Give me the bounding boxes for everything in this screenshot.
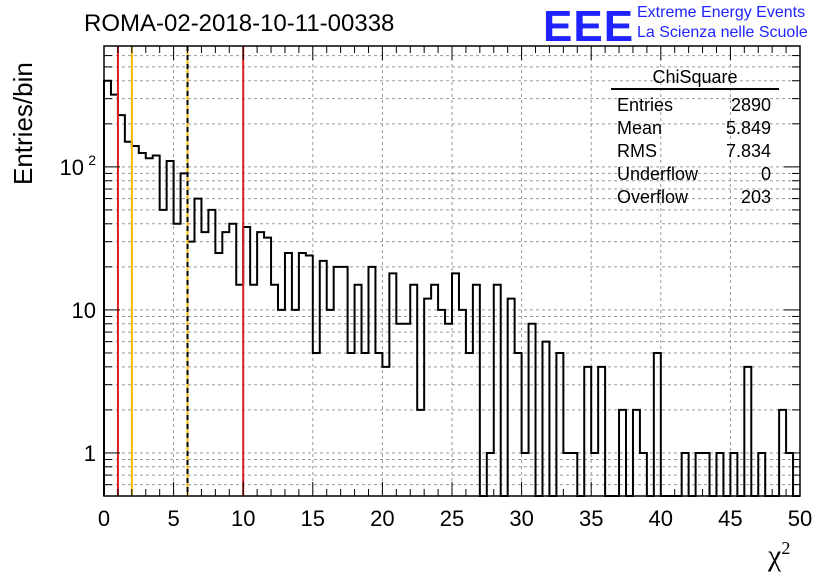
axis-ticks (103, 45, 801, 497)
x-tick-label: 25 (440, 506, 464, 531)
stats-value: 5.849 (725, 118, 771, 138)
stats-value: 203 (740, 187, 771, 207)
stats-box: ChiSquare Entries 2890 Mean 5.849 RMS 7.… (609, 66, 779, 209)
stats-row-underflow: Underflow 0 (609, 163, 779, 186)
x-tick-label: 15 (301, 506, 325, 531)
stats-label: Underflow (617, 164, 699, 184)
y-tick-label: 10 (60, 155, 84, 180)
y-tick-label: 1 (84, 441, 96, 466)
y-tick-label: 10 (72, 298, 96, 323)
x-tick-label: 40 (649, 506, 673, 531)
x-axis-label: χ2 (768, 538, 790, 573)
x-axis-label-sup: 2 (781, 538, 791, 558)
logo-caption-1: Extreme Energy Events (637, 4, 806, 21)
x-tick-label: 5 (167, 506, 179, 531)
stats-row-mean: Mean 5.849 (609, 117, 779, 140)
stats-label: Entries (617, 95, 674, 115)
stats-label: Overflow (617, 187, 689, 207)
stats-row-rms: RMS 7.834 (609, 140, 779, 163)
x-tick-label: 0 (98, 506, 110, 531)
stats-row-overflow: Overflow 203 (609, 186, 779, 209)
x-tick-label: 20 (370, 506, 394, 531)
chart-title: ROMA-02-2018-10-11-00338 (84, 10, 395, 37)
stats-label: RMS (617, 141, 657, 161)
threshold-lines (116, 46, 245, 496)
y-axis-label: Entries/bin (8, 62, 38, 185)
x-tick-label: 45 (718, 506, 742, 531)
stats-label: Mean (617, 118, 663, 138)
x-tick-label: 50 (788, 506, 812, 531)
stats-value: 0 (760, 164, 771, 184)
x-tick-label: 30 (509, 506, 533, 531)
y-tick-label-sup: 2 (88, 152, 96, 168)
stats-value: 7.834 (725, 141, 771, 161)
stats-title: ChiSquare (611, 66, 779, 90)
eee-logo: EEE (543, 2, 635, 51)
stats-row-entries: Entries 2890 (609, 94, 779, 117)
x-tick-label: 10 (231, 506, 255, 531)
x-axis-label-base: χ (768, 539, 782, 572)
logo-caption-2: La Scienza nelle Scuole (637, 24, 808, 41)
stats-value: 2890 (730, 95, 771, 115)
x-tick-label: 35 (579, 506, 603, 531)
